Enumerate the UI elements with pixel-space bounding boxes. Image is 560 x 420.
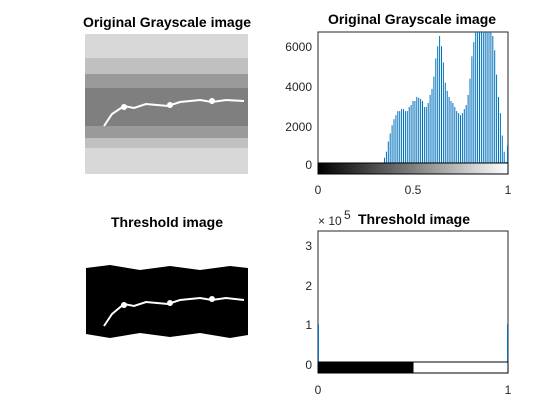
subplot-original-image: Original Grayscale image bbox=[83, 14, 251, 174]
threshold-bright-spot-1 bbox=[121, 302, 127, 308]
threshold-x-tick-0: 0 bbox=[315, 383, 322, 397]
subplot-histogram: Original Grayscale image 0 2000 4000 600… bbox=[285, 11, 511, 197]
threshold-image-title: Threshold image bbox=[111, 214, 223, 230]
image-band-core bbox=[85, 88, 248, 126]
threshold-y-tick-3: 3 bbox=[305, 239, 312, 253]
threshold-histogram-title: Threshold image bbox=[358, 211, 470, 227]
histogram-x-tick-0.5: 0.5 bbox=[405, 183, 422, 197]
image-bright-spot-2 bbox=[167, 102, 173, 108]
histogram-y-tick-6000: 6000 bbox=[285, 40, 312, 54]
image-bright-spot-1 bbox=[121, 104, 127, 110]
histogram-y-tick-0: 0 bbox=[305, 158, 312, 172]
threshold-bright-spot-2 bbox=[167, 300, 173, 306]
subplot-threshold-histogram: Threshold image × 10 5 0 1 2 3 0 1 bbox=[305, 208, 511, 397]
threshold-bright-spot-3 bbox=[209, 296, 215, 302]
threshold-histogram-axes-box bbox=[317, 230, 509, 374]
histogram-x-tick-1: 1 bbox=[505, 183, 512, 197]
threshold-histogram-bars bbox=[318, 324, 508, 364]
histogram-colorbar bbox=[317, 162, 509, 175]
histogram-y-tick-4000: 4000 bbox=[285, 80, 312, 94]
threshold-colorbar-black bbox=[317, 361, 414, 374]
threshold-y-tick-1: 1 bbox=[305, 318, 312, 332]
threshold-mask bbox=[86, 265, 248, 338]
histogram-y-tick-2000: 2000 bbox=[285, 120, 312, 134]
threshold-y-tick-0: 0 bbox=[305, 358, 312, 372]
histogram-bars bbox=[380, 32, 508, 168]
histogram-x-tick-0: 0 bbox=[315, 183, 322, 197]
original-image bbox=[85, 34, 248, 174]
subplot-threshold-image: Threshold image bbox=[85, 214, 248, 344]
threshold-histogram-exponent-label: × 10 bbox=[318, 214, 342, 228]
image-bright-spot-3 bbox=[209, 98, 215, 104]
threshold-histogram-exponent: 5 bbox=[344, 208, 351, 222]
threshold-colorbar-white bbox=[412, 361, 509, 374]
threshold-x-tick-1: 1 bbox=[505, 383, 512, 397]
threshold-y-tick-2: 2 bbox=[305, 279, 312, 293]
threshold-image bbox=[85, 264, 248, 344]
original-image-title: Original Grayscale image bbox=[83, 14, 251, 30]
histogram-title: Original Grayscale image bbox=[328, 11, 496, 27]
